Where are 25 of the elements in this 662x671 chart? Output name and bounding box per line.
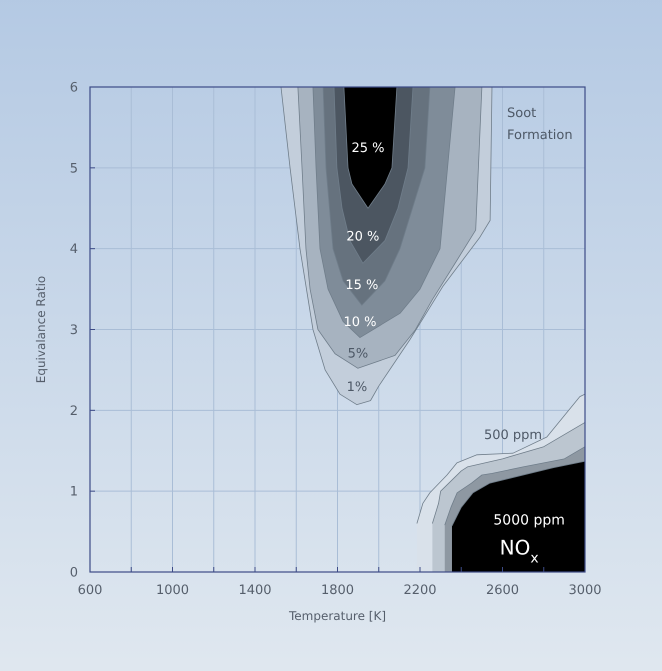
- x-axis-title: Temperature [K]: [288, 609, 386, 623]
- y-tick-label: 0: [70, 566, 78, 581]
- series-label: 25 %: [352, 141, 385, 156]
- series-label: 15 %: [345, 278, 378, 293]
- x-tick-label: 1400: [238, 583, 272, 598]
- x-tick-label: 1800: [320, 583, 354, 598]
- x-tick-label: 3000: [568, 583, 602, 598]
- y-tick-label: 5: [70, 161, 78, 176]
- y-axis-title: Equivalance Ratio: [34, 276, 48, 384]
- series-label: 5%: [348, 346, 368, 362]
- y-tick-label: 6: [70, 80, 78, 96]
- series-label: 5000 ppm NO$_{x}$: [493, 512, 565, 567]
- y-tick-label: 3: [70, 323, 78, 338]
- series-label: 20 %: [346, 229, 380, 244]
- series-label: 10 %: [343, 314, 376, 330]
- y-tick-label: 4: [70, 242, 78, 258]
- annotation: Soot Formation: [507, 106, 573, 143]
- x-tick-label: 2600: [486, 583, 520, 598]
- x-tick-label: 2200: [403, 583, 437, 598]
- y-tick-label: 1: [70, 484, 78, 500]
- x-tick-label: 600: [78, 583, 102, 598]
- y-tick-label: 2: [70, 404, 78, 419]
- series-label: 1%: [346, 380, 368, 396]
- series-label: 500 ppm: [484, 428, 542, 443]
- x-tick-label: 1000: [156, 583, 190, 598]
